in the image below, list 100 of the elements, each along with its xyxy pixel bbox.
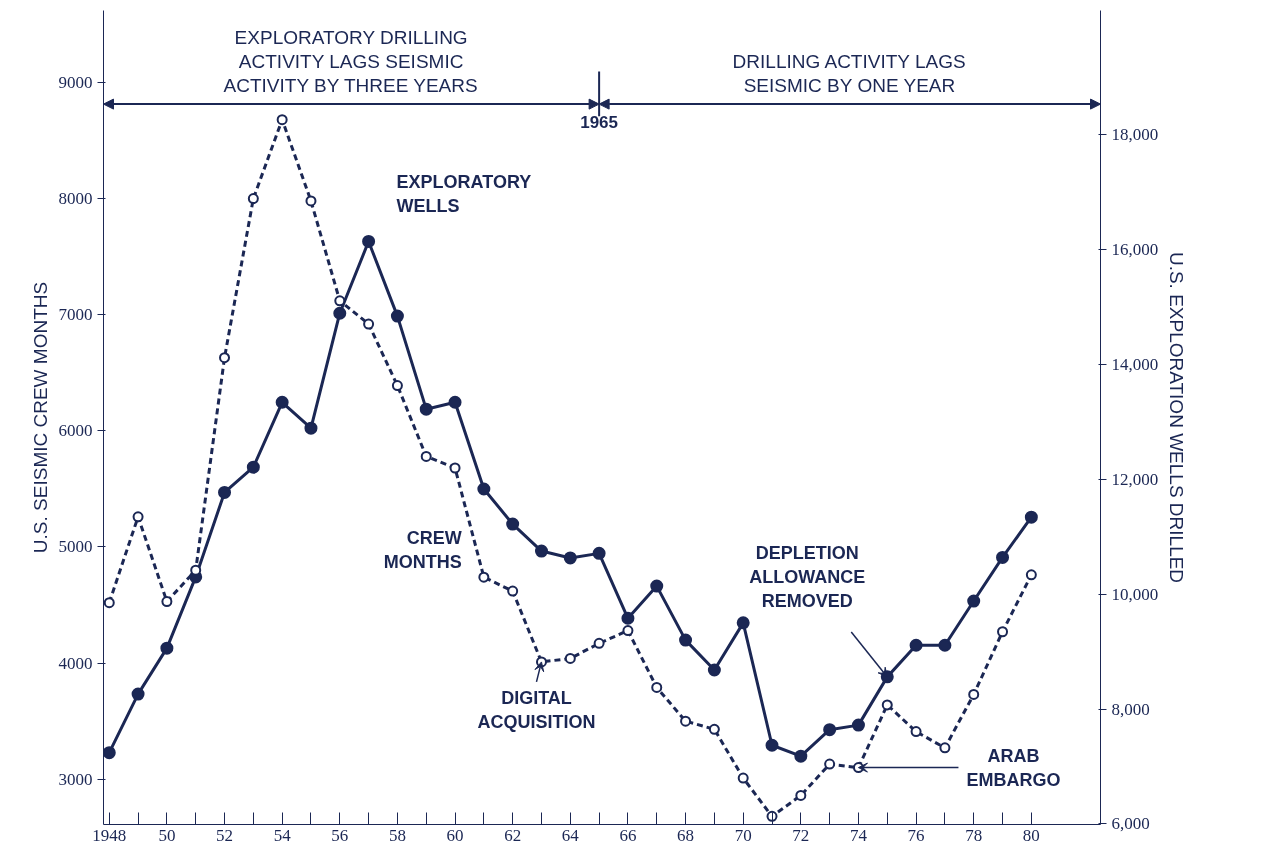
point <box>276 114 288 126</box>
series-label: EXPLORATORY WELLS <box>396 172 532 217</box>
x-tick-label: 50 <box>158 825 176 845</box>
point <box>765 738 779 752</box>
y2-tick-label: 8,000 <box>1111 699 1150 719</box>
y2-tick-label: 16,000 <box>1111 239 1159 259</box>
point <box>478 571 490 583</box>
x-tick-label: 80 <box>1022 825 1040 845</box>
point <box>305 195 317 207</box>
point <box>650 579 664 593</box>
point <box>132 511 144 523</box>
y2-tick-label: 18,000 <box>1111 125 1159 145</box>
point <box>1024 510 1038 524</box>
point <box>219 352 231 364</box>
point <box>737 772 749 784</box>
point <box>449 462 461 474</box>
point <box>333 306 347 320</box>
y-tick-label: 7000 <box>58 305 93 325</box>
x-tick-label: 66 <box>619 825 637 845</box>
point <box>766 810 778 822</box>
y-tick-label: 9000 <box>58 72 93 92</box>
point <box>334 295 346 307</box>
point <box>477 482 491 496</box>
x-tick-label: 62 <box>504 825 522 845</box>
point <box>996 550 1010 564</box>
point <box>420 450 432 462</box>
point <box>622 625 634 637</box>
point <box>564 652 576 664</box>
point <box>592 546 606 560</box>
point <box>938 638 952 652</box>
y2-axis-title: U.S. EXPLORATION WELLS DRILLED <box>1166 251 1188 584</box>
ref-line-label: 1965 <box>580 113 619 133</box>
point <box>680 715 692 727</box>
point <box>851 718 865 732</box>
x-tick-label: 70 <box>734 825 752 845</box>
point <box>247 193 259 205</box>
point <box>736 616 750 630</box>
annotation: DIGITAL ACQUISITION <box>477 687 596 732</box>
point <box>1025 569 1037 581</box>
point <box>363 318 375 330</box>
point <box>362 234 376 248</box>
x-tick-label: 58 <box>388 825 406 845</box>
point <box>131 687 145 701</box>
x-tick-label: 54 <box>273 825 292 845</box>
point <box>506 517 520 531</box>
point <box>304 421 318 435</box>
y2-tick-label: 10,000 <box>1111 584 1159 604</box>
point <box>679 633 693 647</box>
series-label: CREW MONTHS <box>383 528 462 573</box>
annotation: ARAB EMBARGO <box>966 745 1061 790</box>
point <box>708 723 720 735</box>
point <box>448 395 462 409</box>
point <box>563 551 577 565</box>
y-tick-label: 6000 <box>58 421 93 441</box>
point <box>390 309 404 323</box>
point <box>275 395 289 409</box>
y2-tick-label: 14,000 <box>1111 354 1159 374</box>
annotation: DRILLING ACTIVITY LAGS SEISMIC BY ONE YEAR <box>732 50 966 97</box>
point <box>824 758 836 770</box>
x-tick-label: 74 <box>849 825 868 845</box>
point <box>823 723 837 737</box>
y-tick-label: 8000 <box>58 189 93 209</box>
x-tick-label: 76 <box>907 825 925 845</box>
x-tick-label: 72 <box>792 825 810 845</box>
x-tick-label: 52 <box>216 825 234 845</box>
y-axis-title: U.S. SEISMIC CREW MONTHS <box>29 281 51 554</box>
x-tick-label: 68 <box>677 825 695 845</box>
y2-tick-label: 12,000 <box>1111 469 1159 489</box>
point <box>910 726 922 738</box>
x-tick-label: 1948 <box>92 825 127 845</box>
point <box>794 749 808 763</box>
point <box>218 485 232 499</box>
point <box>881 699 893 711</box>
point <box>391 380 403 392</box>
point <box>507 585 519 597</box>
y-tick-label: 5000 <box>58 537 93 557</box>
y2-tick-label: 6,000 <box>1111 814 1150 834</box>
point <box>997 626 1009 638</box>
point <box>621 611 635 625</box>
point <box>651 681 663 693</box>
point <box>968 688 980 700</box>
x-tick-label: 56 <box>331 825 349 845</box>
point <box>161 596 173 608</box>
x-tick-label: 78 <box>965 825 983 845</box>
point <box>103 746 116 760</box>
annotation: EXPLORATORY DRILLING ACTIVITY LAGS SEISMIC ACTIVITY BY THREE YEARS <box>223 26 478 97</box>
point <box>939 742 951 754</box>
point <box>160 641 174 655</box>
point <box>593 637 605 649</box>
point <box>246 460 260 474</box>
point <box>795 789 807 801</box>
annotation: DEPLETION ALLOWANCE REMOVED <box>749 543 866 612</box>
x-tick-label: 64 <box>561 825 580 845</box>
point <box>967 594 981 608</box>
y-tick-label: 3000 <box>58 769 93 789</box>
point <box>534 544 548 558</box>
point <box>909 638 923 652</box>
point <box>103 597 115 609</box>
y-tick-label: 4000 <box>58 653 93 673</box>
point <box>707 663 721 677</box>
